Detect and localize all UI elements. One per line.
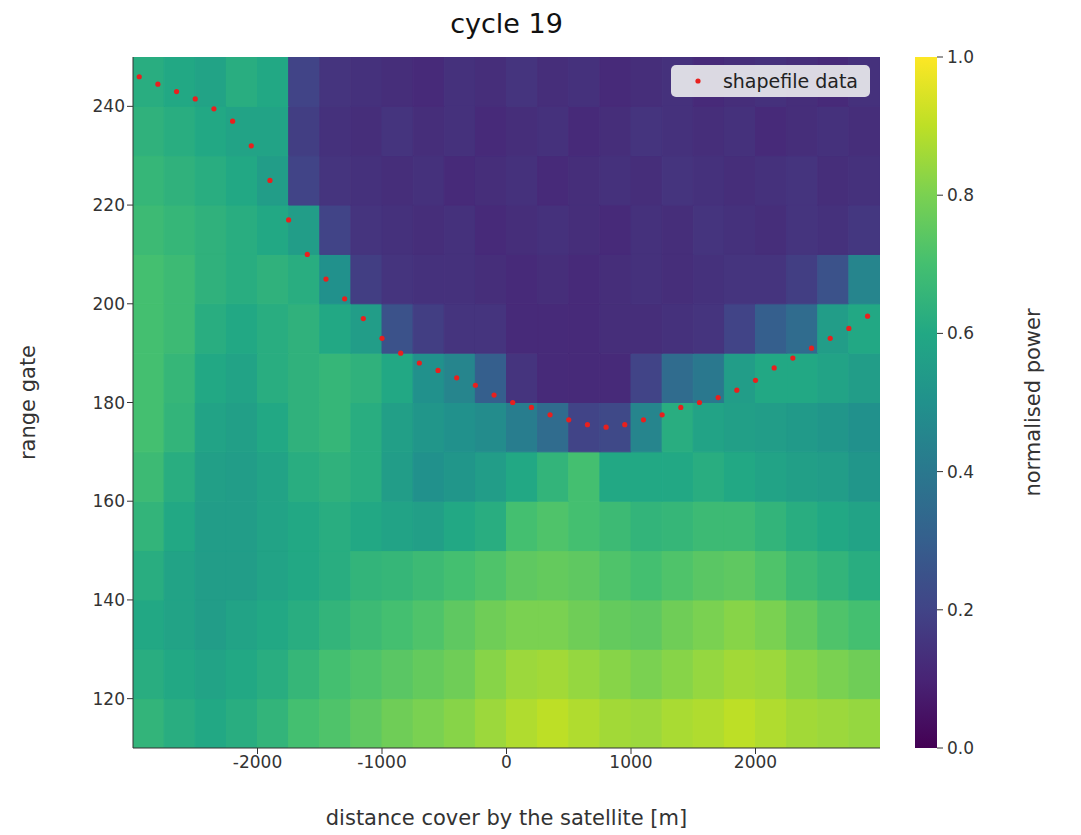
svg-text:distance cover by the satellit: distance cover by the satellite [m] bbox=[326, 806, 687, 830]
svg-text:160: 160 bbox=[93, 491, 125, 511]
svg-text:240: 240 bbox=[93, 96, 125, 116]
svg-text:200: 200 bbox=[93, 294, 125, 314]
svg-text:0.6: 0.6 bbox=[947, 323, 974, 343]
html-text:shapefile data: shapefile data bbox=[722, 70, 858, 92]
svg-text:-2000: -2000 bbox=[233, 752, 282, 772]
svg-text:1.0: 1.0 bbox=[947, 47, 974, 67]
svg-text:120: 120 bbox=[93, 689, 125, 709]
svg-text:1000: 1000 bbox=[609, 752, 652, 772]
html-text:cycle 19: cycle 19 bbox=[450, 8, 563, 39]
svg-text:220: 220 bbox=[93, 195, 125, 215]
svg-text:range gate: range gate bbox=[16, 345, 40, 460]
svg-text:-1000: -1000 bbox=[357, 752, 406, 772]
svg-text:2000: 2000 bbox=[734, 752, 777, 772]
svg-text:140: 140 bbox=[93, 590, 125, 610]
svg-text:0: 0 bbox=[501, 752, 512, 772]
svg-text:normalised power: normalised power bbox=[1021, 308, 1045, 497]
svg-text:180: 180 bbox=[93, 393, 125, 413]
svg-text:0.4: 0.4 bbox=[947, 462, 974, 482]
svg-text:0.8: 0.8 bbox=[947, 185, 974, 205]
svg-text:0.0: 0.0 bbox=[947, 738, 974, 758]
svg-text:0.2: 0.2 bbox=[947, 600, 974, 620]
